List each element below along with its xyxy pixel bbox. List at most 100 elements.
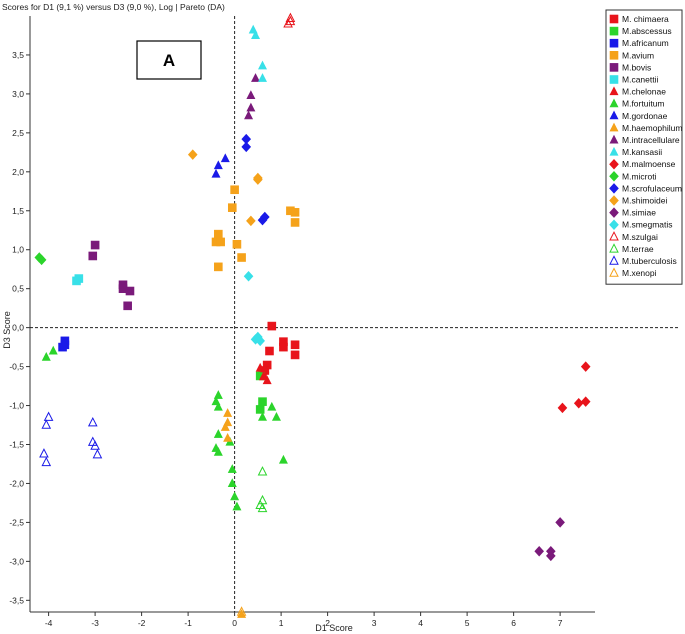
data-point	[213, 429, 223, 438]
data-point	[246, 215, 256, 227]
data-point	[285, 12, 296, 23]
data-point	[125, 286, 135, 296]
legend-label: M.kansasii	[622, 147, 662, 157]
data-point	[271, 411, 281, 421]
data-point	[237, 253, 246, 262]
legend-marker	[609, 267, 619, 277]
data-point	[214, 262, 223, 272]
x-tick-label: 4	[418, 618, 423, 628]
legend-marker	[609, 231, 619, 241]
data-point	[257, 502, 268, 513]
legend-marker	[609, 146, 619, 156]
data-point	[290, 218, 300, 227]
data-point	[216, 237, 225, 247]
data-point	[260, 211, 270, 223]
legend-label: M.simiae	[622, 208, 656, 218]
legend-marker	[609, 14, 619, 24]
data-point	[258, 411, 268, 421]
data-point	[278, 454, 288, 464]
x-tick-label: 0	[232, 618, 237, 628]
data-point	[279, 342, 288, 352]
data-point	[265, 346, 274, 356]
data-point	[223, 408, 233, 417]
data-point	[123, 301, 132, 311]
legend-marker	[609, 183, 619, 194]
y-tick-label: 1,0	[12, 245, 24, 255]
y-tick-label: -0,5	[9, 362, 24, 372]
legend-label: M.fortuitum	[622, 99, 665, 109]
data-point	[41, 351, 51, 361]
x-tick-label: -2	[138, 618, 146, 628]
data-point	[260, 363, 270, 373]
data-point	[58, 342, 67, 352]
data-point	[214, 229, 223, 239]
y-tick-label: -2,0	[9, 478, 24, 488]
data-point	[290, 350, 300, 360]
data-point	[243, 270, 254, 282]
legend-label: M.xenopi	[622, 268, 657, 278]
data-point	[267, 321, 277, 331]
x-tick-label: 1	[279, 618, 284, 628]
axes: -4 -3 -2 -1 0 1 2 3 4 5 6 7 -3,5 -3,0 -2,5 -2,0 -1,5 -1,0…	[9, 16, 595, 628]
data-point	[246, 102, 256, 112]
data-point	[258, 397, 267, 406]
y-tick-label: 3,0	[12, 89, 24, 99]
legend-label: M.gordonae	[622, 111, 668, 121]
data-point	[230, 185, 239, 195]
legend-label: M.shimoidei	[622, 196, 667, 206]
data-point	[290, 208, 300, 217]
x-tick-label: -1	[184, 618, 192, 628]
legend-label: M. chimaera	[622, 14, 669, 24]
legend-label: M.tuberculosis	[622, 256, 677, 266]
legend-label: M.smegmatis	[622, 220, 673, 230]
legend-marker	[609, 75, 619, 84]
data-point	[555, 517, 565, 528]
legend-marker	[609, 219, 619, 230]
y-tick-label: 2,0	[12, 167, 24, 177]
legend-marker	[609, 243, 619, 253]
data-point	[43, 411, 54, 421]
data-point	[213, 160, 223, 170]
data-point	[227, 464, 237, 473]
legend-marker	[609, 158, 619, 170]
data-point	[257, 466, 268, 476]
data-point	[88, 251, 98, 261]
legend-label: M.chelonae	[622, 87, 666, 97]
data-point	[220, 153, 230, 163]
data-point	[87, 416, 98, 427]
data-point	[534, 545, 545, 557]
data-point	[241, 141, 252, 153]
data-point	[253, 172, 263, 184]
legend-label: M.canettii	[622, 75, 658, 85]
y-tick-label: 0,0	[12, 323, 24, 333]
data-point	[36, 254, 47, 266]
data-point	[267, 401, 277, 411]
legend-marker	[609, 255, 619, 265]
panel-label: A	[163, 51, 175, 70]
legend-marker	[609, 63, 619, 72]
zero-lines	[30, 16, 680, 612]
data-point	[251, 30, 261, 39]
data-point	[220, 422, 230, 431]
data-point	[41, 456, 52, 467]
legend-marker	[609, 207, 619, 218]
y-tick-label: -3,5	[9, 595, 24, 605]
y-tick-label: -1,0	[9, 401, 24, 411]
data-points	[34, 12, 591, 618]
data-point	[580, 396, 591, 407]
y-axis-label: D3 Score	[2, 311, 12, 349]
data-point	[255, 335, 265, 347]
data-point	[232, 239, 242, 249]
data-point	[90, 440, 100, 450]
legend-label: M.microti	[622, 171, 657, 181]
legend-marker	[609, 195, 619, 206]
legend-marker	[609, 98, 619, 108]
y-tick-label: -1,5	[9, 439, 24, 449]
data-point	[546, 550, 556, 562]
legend-label: M.abscessus	[622, 26, 672, 36]
y-tick-label: -2,5	[9, 517, 24, 527]
x-tick-label: 3	[372, 618, 377, 628]
y-tick-label: 1,5	[12, 206, 24, 216]
data-point	[48, 345, 58, 355]
